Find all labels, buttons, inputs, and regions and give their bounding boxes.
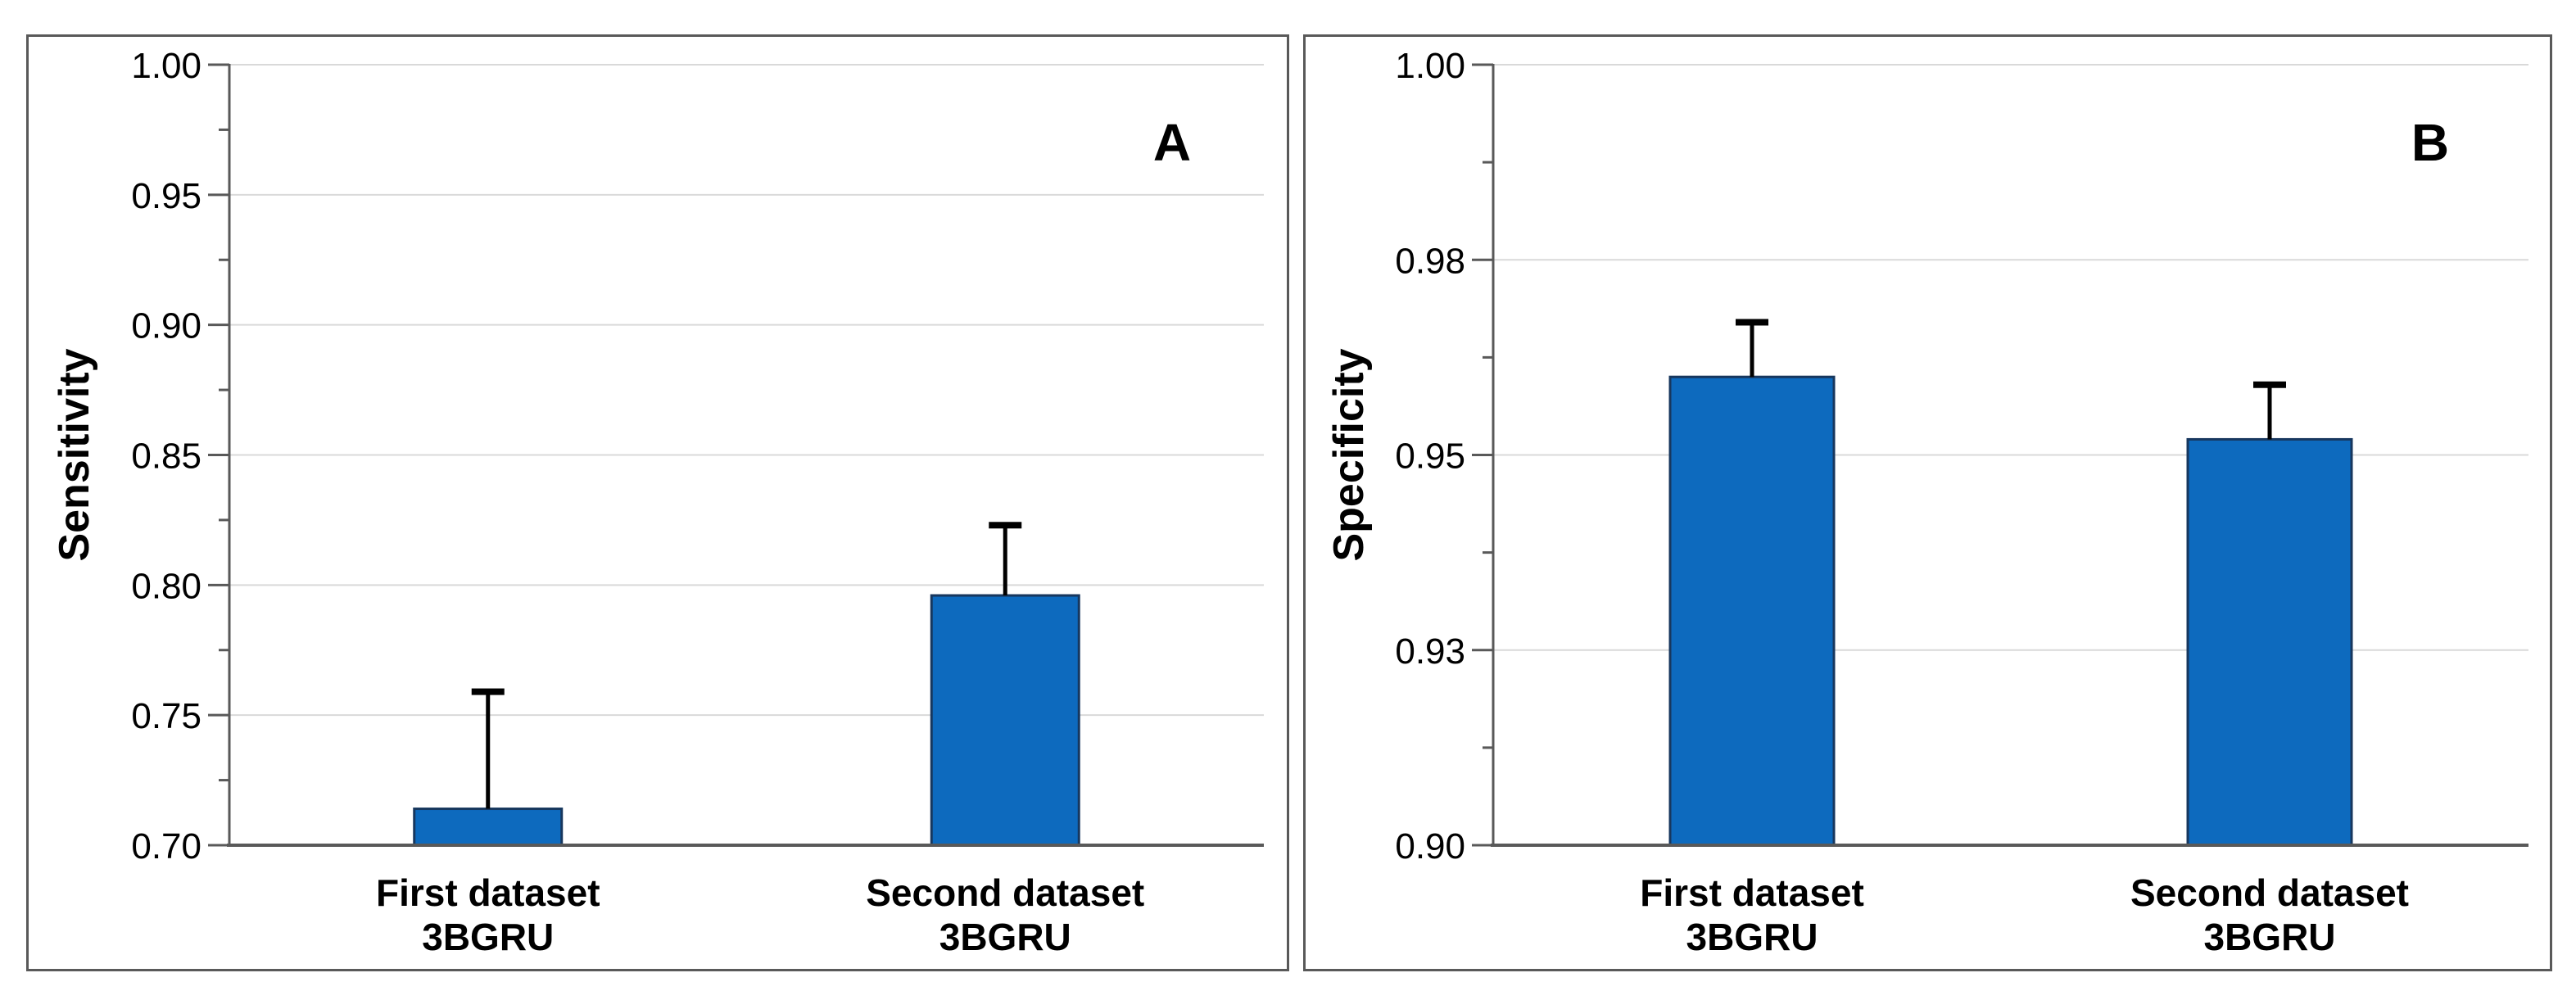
category-label-line2: 3BGRU <box>939 916 1071 958</box>
y-tick-label: 1.00 <box>1395 46 1465 86</box>
error-bar-cap <box>989 522 1022 529</box>
y-axis-title: Specificity <box>1325 348 1373 561</box>
panel-a: 0.70 0.75 0.80 0.85 0.90 0.95 1.00 First datase… <box>26 34 1289 971</box>
panel-border <box>26 34 1289 971</box>
y-tick-label: 0.90 <box>131 306 201 346</box>
category-label-line1: Second dataset <box>866 871 1144 914</box>
bar-first-dataset <box>1668 375 1836 847</box>
y-tick-label: 0.93 <box>1395 631 1465 672</box>
bar-second-dataset <box>2186 437 2353 847</box>
category-label-line2: 3BGRU <box>1686 916 1818 958</box>
y-tick-label: 0.70 <box>131 826 201 867</box>
y-tick-label: 1.00 <box>131 46 201 86</box>
y-tick-label: 0.90 <box>1395 826 1465 867</box>
y-tick-label: 0.98 <box>1395 241 1465 281</box>
bar-second-dataset <box>930 594 1080 847</box>
panel-letter: A <box>1153 113 1191 172</box>
category-label-line1: First dataset <box>1640 871 1864 914</box>
y-axis-title: Sensitivity <box>51 348 98 561</box>
category-label-line2: 3BGRU <box>2203 916 2335 958</box>
category-label-line1: First dataset <box>376 871 600 914</box>
panel-letter: B <box>2411 113 2449 172</box>
y-tick-label: 0.85 <box>131 437 201 477</box>
bar-first-dataset <box>413 808 564 847</box>
error-bar-cap <box>2253 381 2286 388</box>
error-bar-cap <box>471 688 505 695</box>
y-tick-label: 0.95 <box>131 176 201 216</box>
panel-border <box>1303 34 2552 971</box>
error-bar-cap <box>1736 319 1768 326</box>
y-tick-label: 0.95 <box>1395 437 1465 477</box>
category-label-line2: 3BGRU <box>422 916 554 958</box>
y-tick-label: 0.75 <box>131 696 201 736</box>
y-tick-label: 0.80 <box>131 566 201 606</box>
category-label-line1: Second dataset <box>2130 871 2409 914</box>
